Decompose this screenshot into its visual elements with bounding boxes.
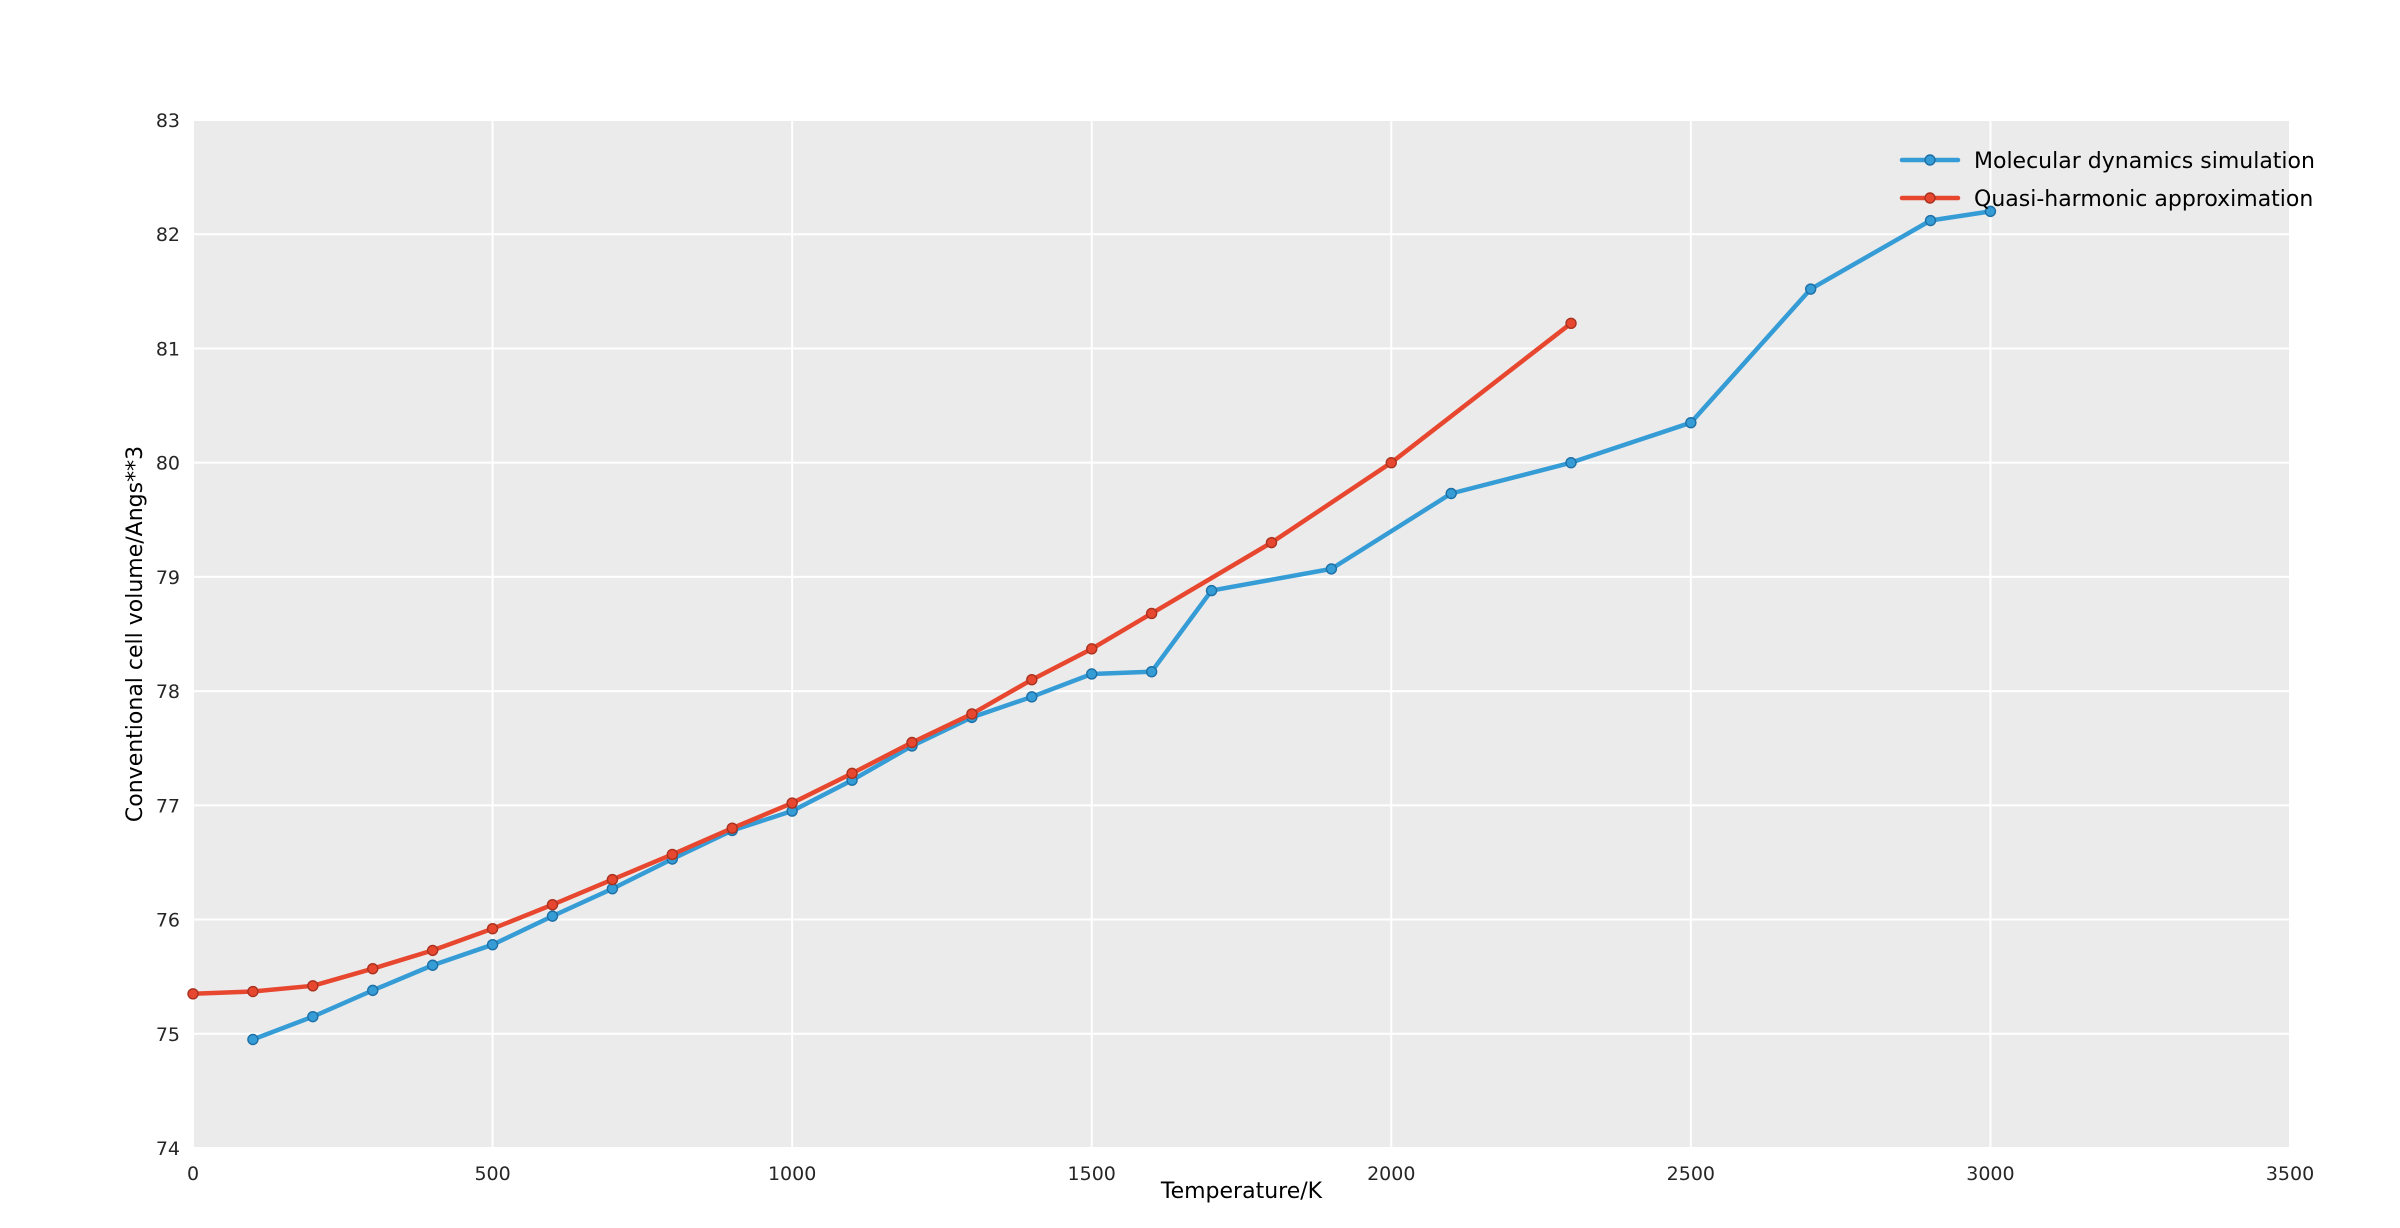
legend-marker-sample: [1924, 154, 1936, 166]
x-tick-label: 2500: [1667, 1163, 1715, 1185]
series-molecular-dynamics: [247, 205, 1997, 1046]
x-tick-label: 1000: [768, 1163, 816, 1185]
y-tick-label: 74: [156, 1138, 180, 1160]
y-tick-label: 83: [156, 110, 180, 132]
data-point-marker: [1565, 456, 1577, 469]
data-point-marker: [1924, 214, 1937, 227]
x-tick-label: 1500: [1068, 1163, 1116, 1185]
data-point-marker: [1205, 584, 1218, 597]
data-point-marker: [846, 767, 858, 780]
data-point-marker: [367, 984, 379, 997]
data-point-marker: [546, 899, 559, 911]
x-tick-label: 500: [474, 1163, 510, 1185]
data-point-marker: [1026, 691, 1038, 703]
data-point-marker: [1325, 563, 1338, 575]
data-point-marker: [247, 1033, 259, 1046]
y-tick-label: 79: [156, 567, 180, 589]
data-point-marker: [906, 736, 918, 749]
data-point-marker: [486, 938, 499, 951]
x-tick-label: 3500: [2266, 1163, 2314, 1185]
data-point-marker: [426, 959, 439, 971]
data-point-marker: [307, 1010, 319, 1023]
data-point-marker: [666, 848, 679, 861]
data-point-marker: [1145, 607, 1158, 620]
data-point-marker: [247, 985, 259, 998]
data-point-marker: [1086, 668, 1098, 680]
x-axis-label: Temperature/K: [1160, 1179, 1323, 1204]
data-point-marker: [1984, 205, 1997, 218]
data-point-marker: [367, 962, 379, 975]
series-line: [190, 321, 1574, 997]
plot-area: [193, 120, 2290, 1148]
x-tick-label: 3000: [1966, 1163, 2014, 1185]
legend-item-molecular-dynamics: Molecular dynamics simulation: [1899, 149, 2315, 174]
series-line: [250, 209, 1993, 1042]
x-tick-labels: 0 500 1000 1500 2000 2500 3000 3500: [187, 1163, 2314, 1185]
data-point-marker: [1145, 665, 1158, 678]
data-point-marker: [486, 922, 499, 935]
y-tick-label: 77: [156, 795, 180, 817]
y-axis-label: Conventional cell volume/Angs**3: [123, 446, 148, 822]
data-point-marker: [1804, 283, 1817, 295]
legend-item-quasi-harmonic: Quasi-harmonic approximation: [1899, 187, 2313, 212]
y-tick-label: 75: [156, 1024, 180, 1046]
x-tick-label: 2000: [1367, 1163, 1415, 1185]
data-point-marker: [187, 988, 199, 1000]
data-point-marker: [546, 910, 559, 922]
data-point-marker: [1445, 487, 1457, 500]
series-quasi-harmonic: [187, 317, 1577, 1000]
data-point-marker: [1265, 536, 1278, 549]
legend-label: Quasi-harmonic approximation: [1974, 187, 2313, 212]
data-point-marker: [426, 944, 439, 957]
data-point-marker: [1086, 643, 1098, 655]
y-tick-label: 78: [156, 681, 180, 703]
data-point-marker: [1385, 456, 1397, 469]
y-tick-label: 80: [156, 453, 180, 475]
legend-label: Molecular dynamics simulation: [1974, 149, 2315, 174]
y-tick-label: 82: [156, 224, 180, 246]
data-point-marker: [606, 873, 619, 886]
data-point-marker: [307, 980, 319, 992]
y-tick-label: 81: [156, 338, 180, 360]
legend: Molecular dynamics simulation Quasi-harmo…: [1899, 149, 2315, 212]
legend-marker-sample: [1924, 192, 1936, 204]
data-point-marker: [1565, 317, 1577, 330]
data-point-marker: [786, 797, 798, 809]
y-tick-labels: 74 75 76 77 78 79 80 81 82 83: [156, 110, 180, 1160]
data-point-marker: [726, 822, 738, 834]
y-tick-label: 76: [156, 910, 180, 932]
data-point-marker: [1026, 673, 1038, 686]
data-point-marker: [966, 708, 978, 720]
data-point-marker: [1685, 416, 1697, 429]
x-tick-label: 0: [187, 1163, 199, 1185]
